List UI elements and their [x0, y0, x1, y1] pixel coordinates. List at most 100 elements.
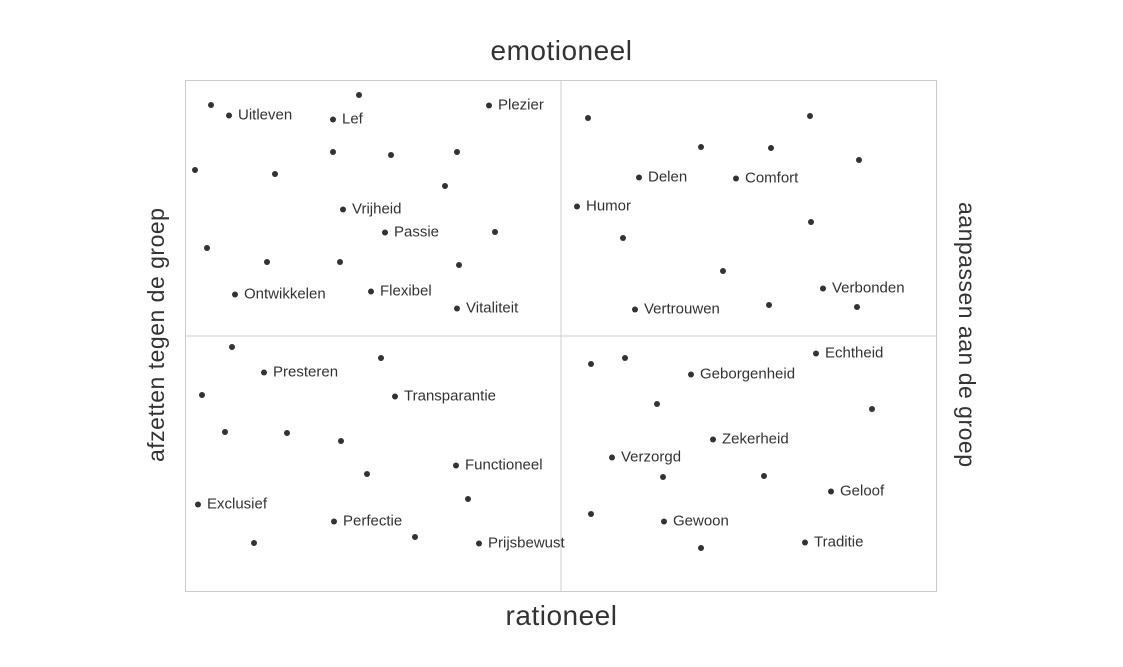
dot-icon — [869, 406, 875, 412]
dot-icon — [338, 438, 344, 444]
dot-icon — [364, 471, 370, 477]
dot-icon — [854, 304, 860, 310]
decorative-point — [338, 438, 344, 444]
dot-icon — [636, 174, 642, 180]
axis-label-left: afzetten tegen de groep — [143, 80, 170, 590]
decorative-point — [356, 92, 362, 98]
value-point: Vitaliteit — [454, 300, 518, 317]
dot-icon — [632, 306, 638, 312]
decorative-point — [698, 144, 704, 150]
dot-icon — [264, 259, 270, 265]
dot-icon — [828, 488, 834, 494]
dot-icon — [226, 112, 232, 118]
dot-icon — [382, 229, 388, 235]
point-label: Humor — [586, 198, 631, 215]
decorative-point — [588, 361, 594, 367]
decorative-point — [454, 149, 460, 155]
value-point: Transparantie — [392, 388, 496, 405]
decorative-point — [492, 229, 498, 235]
decorative-point — [337, 259, 343, 265]
axis-label-bottom: rationeel — [0, 600, 1123, 632]
dot-icon — [698, 545, 704, 551]
decorative-point — [364, 471, 370, 477]
dot-icon — [622, 355, 628, 361]
value-point: Ontwikkelen — [232, 286, 326, 303]
dot-icon — [337, 259, 343, 265]
decorative-point — [622, 355, 628, 361]
dot-icon — [192, 167, 198, 173]
decorative-point — [456, 262, 462, 268]
dot-icon — [710, 436, 716, 442]
dot-icon — [378, 355, 384, 361]
value-point: Prijsbewust — [476, 535, 565, 552]
axis-label-top: emotioneel — [0, 35, 1123, 67]
dot-icon — [454, 305, 460, 311]
dot-icon — [356, 92, 362, 98]
point-label: Verzorgd — [621, 449, 681, 466]
decorative-point — [199, 392, 205, 398]
value-point: Geborgenheid — [688, 366, 795, 383]
point-label: Geloof — [840, 483, 884, 500]
dot-icon — [229, 344, 235, 350]
dot-icon — [199, 392, 205, 398]
point-label: Transparantie — [404, 388, 496, 405]
point-label: Uitleven — [238, 107, 292, 124]
point-label: Verbonden — [832, 280, 905, 297]
value-point: Zekerheid — [710, 431, 789, 448]
decorative-point — [284, 430, 290, 436]
decorative-point — [208, 102, 214, 108]
decorative-point — [620, 235, 626, 241]
dot-icon — [442, 183, 448, 189]
decorative-point — [412, 534, 418, 540]
point-label: Presteren — [273, 364, 338, 381]
value-point: Functioneel — [453, 457, 543, 474]
dot-icon — [454, 149, 460, 155]
dot-icon — [654, 401, 660, 407]
decorative-point — [222, 429, 228, 435]
dot-icon — [392, 393, 398, 399]
dot-icon — [588, 511, 594, 517]
decorative-point — [854, 304, 860, 310]
dot-icon — [588, 361, 594, 367]
point-label: Gewoon — [673, 513, 729, 530]
dot-icon — [620, 235, 626, 241]
dot-icon — [251, 540, 257, 546]
decorative-point — [807, 113, 813, 119]
point-label: Echtheid — [825, 345, 883, 362]
value-point: Verzorgd — [609, 449, 681, 466]
value-point: Presteren — [261, 364, 338, 381]
dot-icon — [492, 229, 498, 235]
point-label: Plezier — [498, 97, 544, 114]
value-point: Vrijheid — [340, 201, 401, 218]
dot-icon — [456, 262, 462, 268]
dot-icon — [465, 496, 471, 502]
dot-icon — [688, 371, 694, 377]
dot-icon — [204, 245, 210, 251]
decorative-point — [251, 540, 257, 546]
dot-icon — [331, 518, 337, 524]
dot-icon — [661, 518, 667, 524]
dot-icon — [232, 291, 238, 297]
decorative-point — [660, 474, 666, 480]
dot-icon — [412, 534, 418, 540]
value-point: Uitleven — [226, 107, 292, 124]
value-point: Perfectie — [331, 513, 402, 530]
dot-icon — [340, 206, 346, 212]
decorative-point — [264, 259, 270, 265]
point-label: Vitaliteit — [466, 300, 518, 317]
dot-icon — [766, 302, 772, 308]
decorative-point — [465, 496, 471, 502]
point-label: Zekerheid — [722, 431, 789, 448]
decorative-point — [330, 149, 336, 155]
quadrant-grid — [185, 80, 937, 592]
decorative-point — [766, 302, 772, 308]
point-label: Comfort — [745, 170, 798, 187]
decorative-point — [698, 545, 704, 551]
value-point: Traditie — [802, 534, 863, 551]
point-label: Delen — [648, 169, 687, 186]
value-point: Flexibel — [368, 283, 432, 300]
decorative-point — [192, 167, 198, 173]
point-label: Passie — [394, 224, 439, 241]
dot-icon — [453, 462, 459, 468]
dot-icon — [330, 149, 336, 155]
